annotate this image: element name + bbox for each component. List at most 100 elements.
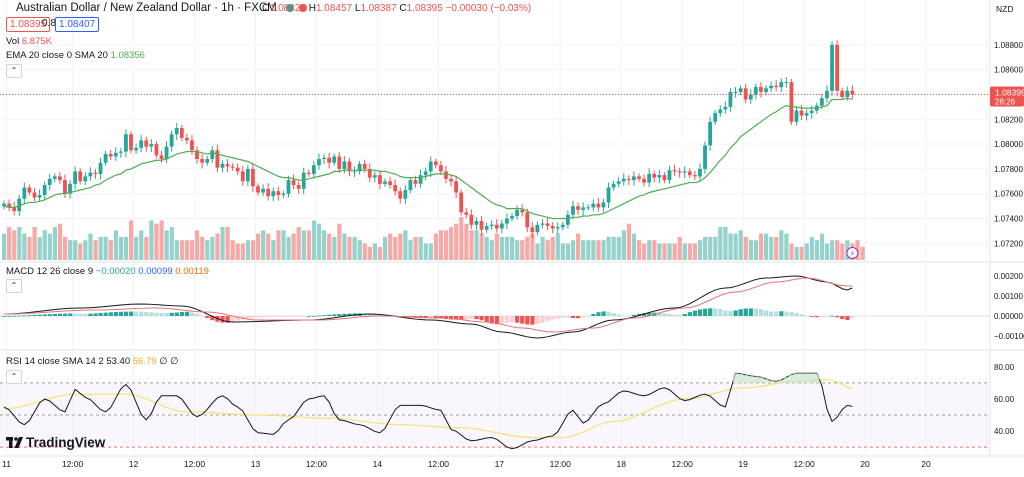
macd-hist-bar <box>286 316 291 317</box>
macd-hist-bar <box>753 308 759 316</box>
volume-bar <box>860 246 865 260</box>
candle-body <box>530 227 535 233</box>
buy-price-button[interactable]: 1.08407 <box>55 17 100 32</box>
candle-body <box>332 156 337 163</box>
collapse-rsi-button[interactable]: ⌃ <box>6 370 22 384</box>
candle-body <box>845 90 850 97</box>
macd-tick-label: 0.00000 <box>994 312 1023 321</box>
macd-tick-label: 0.00200 <box>994 272 1023 281</box>
candle-body <box>581 207 586 210</box>
macd-hist-bar <box>611 313 616 316</box>
time-tick-label: 13 <box>251 459 261 469</box>
rsi-legend[interactable]: RSI 14 close SMA 14 2 53.40 56.79 ∅ ∅ <box>6 356 178 367</box>
volume-bar <box>68 240 73 260</box>
macd-hist-bar <box>281 316 286 317</box>
macd-hist-bar <box>616 314 621 316</box>
time-tick-label: 20 <box>860 459 870 469</box>
candle-body <box>230 166 235 168</box>
macd-hist-bar <box>647 312 652 316</box>
time-tick-label: 12:00 <box>793 459 815 469</box>
macd-hist-bar <box>708 308 713 316</box>
macd-hist-bar <box>164 312 169 316</box>
volume-bar <box>738 230 743 260</box>
volume-bar <box>174 240 179 260</box>
candle-body <box>647 173 652 183</box>
volume-bar <box>276 230 281 260</box>
rsi-overbought-fill <box>773 381 779 383</box>
macd-hist-bar <box>93 313 98 316</box>
candle-body <box>98 162 103 174</box>
macd-hist-bar <box>581 316 586 318</box>
candle-body <box>154 144 159 156</box>
volume-label: Vol <box>6 36 20 47</box>
volume-bar <box>311 220 317 260</box>
volume-bar <box>98 236 103 260</box>
volume-bar <box>576 233 581 260</box>
volume-bar <box>316 223 322 260</box>
candle-body <box>103 154 108 163</box>
h-label: H <box>308 3 316 14</box>
symbol-title[interactable]: Australian Dollar / New Zealand Dollar ·… <box>16 2 309 14</box>
volume-bar <box>362 243 367 260</box>
volume-bar <box>327 233 332 260</box>
macd-hist-bar <box>555 316 560 319</box>
macd-hist-bar <box>748 308 753 316</box>
symbol-title-text[interactable]: Australian Dollar / New Zealand Dollar ·… <box>16 2 277 14</box>
candle-body <box>245 168 250 182</box>
collapse-legend-button[interactable]: ⌃ <box>6 64 22 78</box>
volume-legend[interactable]: Vol 6.875K <box>6 36 52 47</box>
macd-hist-bar <box>261 316 266 318</box>
tradingview-logo[interactable]: TradingView <box>6 435 105 450</box>
volume-bar <box>103 236 108 260</box>
candle-body <box>225 163 230 167</box>
ema-legend[interactable]: EMA 20 close 0 SMA 20 1.08356 <box>6 50 145 61</box>
collapse-macd-button[interactable]: ⌃ <box>6 279 22 293</box>
candle-body <box>565 214 570 225</box>
macd-hist-bar <box>139 311 144 316</box>
candle-body <box>261 188 265 193</box>
o-label: O <box>262 3 270 14</box>
volume-bar <box>418 236 423 260</box>
candle-body <box>621 178 626 182</box>
time-tick-label: 12:00 <box>62 459 84 469</box>
macd-hist-bar <box>337 314 342 316</box>
l-label: L <box>354 3 361 14</box>
macd-hist-bar <box>149 312 154 316</box>
macd-hist-bar <box>108 312 113 316</box>
candle-body <box>743 88 748 100</box>
candle-body <box>449 178 453 182</box>
macd-hist-bar <box>657 312 662 316</box>
macd-legend[interactable]: MACD 12 26 close 9 −0.00020 0.00099 0.00… <box>6 266 209 277</box>
candle-body <box>657 175 662 178</box>
rsi-line <box>3 372 853 450</box>
candle-body <box>428 161 433 172</box>
macd-hist-bar <box>245 316 251 319</box>
volume-bar <box>743 236 748 260</box>
candle-body <box>7 203 11 208</box>
volume-bar <box>545 240 550 260</box>
candle-body <box>515 209 519 217</box>
volume-bar <box>621 230 626 260</box>
macd-hist-bar <box>200 315 205 317</box>
volume-bar <box>626 223 632 260</box>
candle-body <box>408 180 413 191</box>
candle-body <box>235 167 240 172</box>
macd-hist-bar <box>464 316 469 320</box>
rsi-tick-label: 80.00 <box>994 363 1015 372</box>
candle-body <box>723 106 728 110</box>
price-tick-label: 1.08200 <box>994 115 1023 124</box>
candle-body <box>611 183 616 188</box>
volume-bar <box>489 240 494 260</box>
macd-hist-value: −0.00020 <box>95 266 136 277</box>
time-tick-label: 14 <box>373 459 383 469</box>
volume-bar <box>520 240 525 260</box>
candle-body <box>108 154 113 157</box>
volume-bar <box>139 230 144 260</box>
candle-body <box>306 172 311 174</box>
macd-hist-bar <box>835 316 840 318</box>
sell-price-button[interactable]: 1.08395 <box>6 17 51 32</box>
rsi-overbought-fill <box>783 377 789 383</box>
candle-body <box>479 221 484 230</box>
